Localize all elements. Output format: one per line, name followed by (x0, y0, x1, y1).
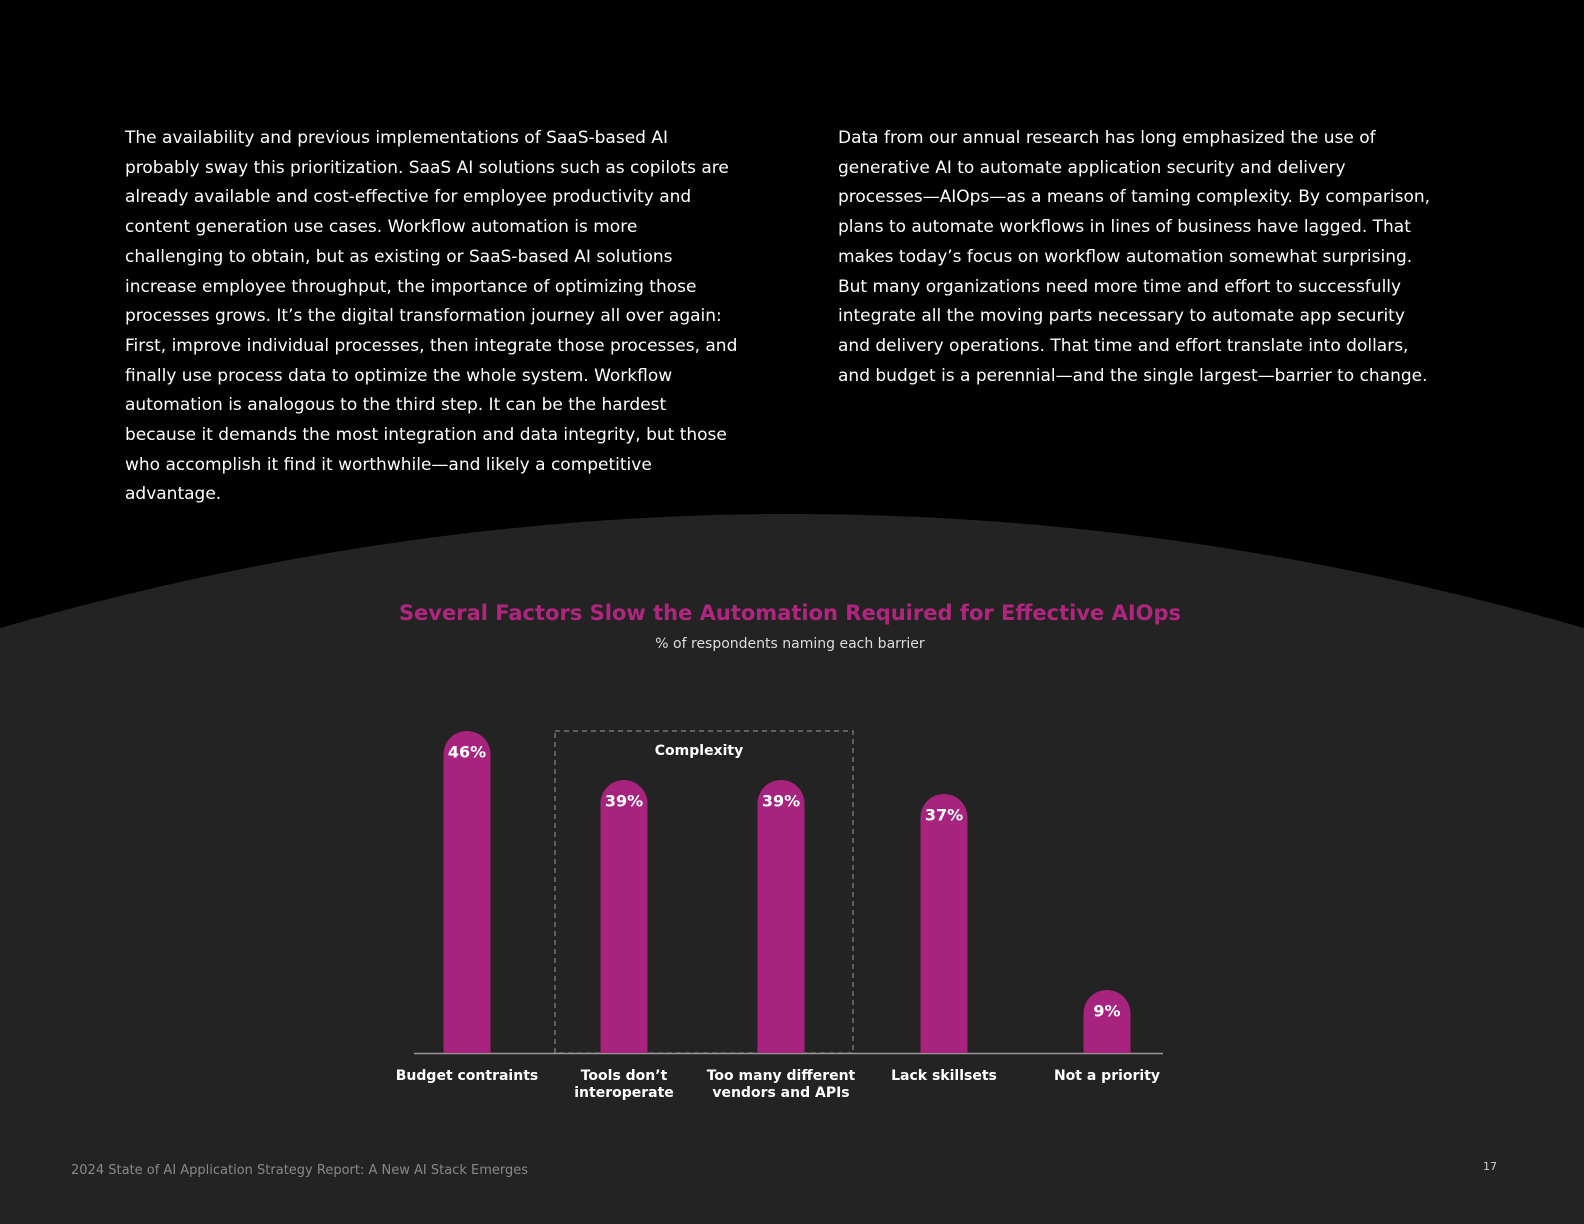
chart-title: Several Factors Slow the Automation Requ… (399, 601, 1181, 625)
category-label: Not a priority (1053, 1068, 1161, 1084)
value-label: 39% (605, 792, 643, 811)
bar (920, 793, 968, 1053)
bar (1083, 990, 1131, 1053)
category-label: Budget contraints (395, 1068, 539, 1084)
footer: 2024 State of AI Application Strategy Re… (71, 1163, 528, 1178)
page-number: 17 (1483, 1160, 1497, 1173)
bar (443, 730, 491, 1053)
bar (600, 780, 648, 1053)
category-label: Too many different vendors and APIs (706, 1068, 856, 1101)
value-label: 46% (448, 743, 486, 762)
category-label: Tools don’t interoperate (574, 1068, 674, 1101)
paragraph: Data from our annual research has long e… (838, 128, 1431, 386)
value-label: 9% (1093, 1002, 1120, 1021)
bar (757, 780, 805, 1053)
value-label: 37% (925, 806, 963, 825)
value-label: 39% (762, 792, 800, 811)
chart-subtitle: % of respondents naming each barrier (655, 636, 925, 652)
category-label: Lack skillsets (891, 1068, 997, 1084)
group-label: Complexity (655, 743, 743, 759)
paragraph: The availability and previous implementa… (125, 128, 738, 505)
